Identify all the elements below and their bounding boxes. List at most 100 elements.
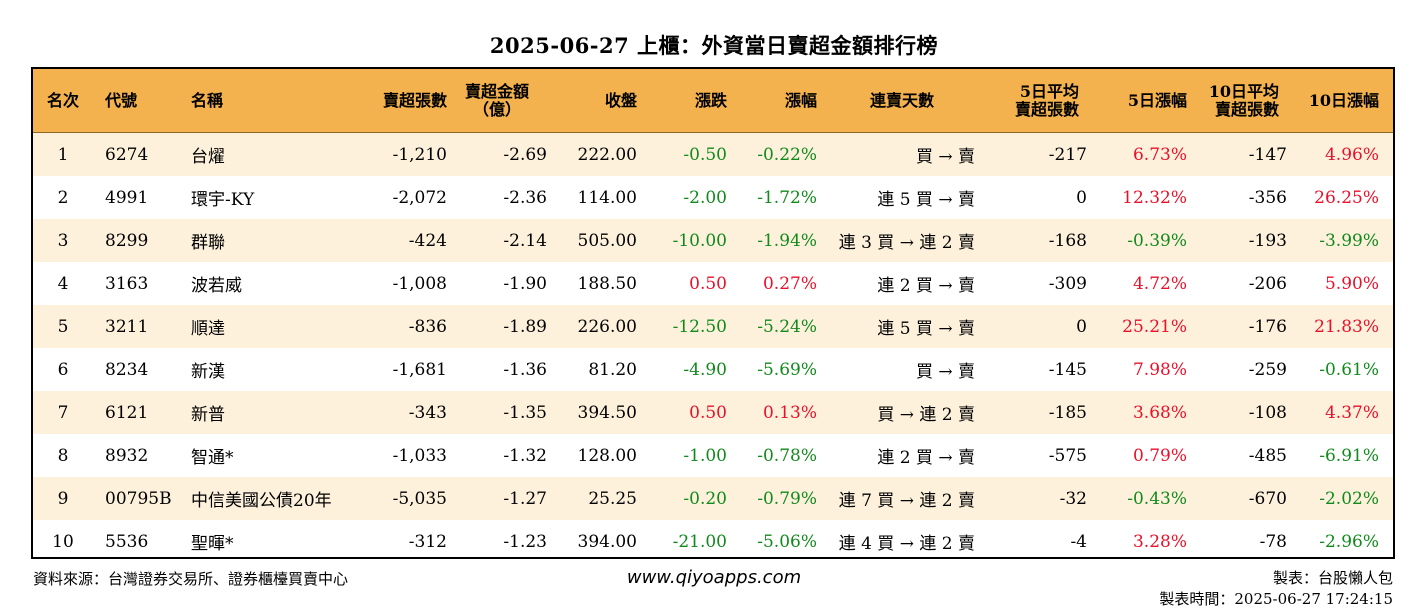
header-avg10-line1: 10日平均 bbox=[1208, 81, 1279, 101]
table-row: 8 8932 智通* -1,033 -1.32 128.00 -1.00 -0.78% 連 2 … bbox=[33, 434, 1393, 477]
table-row: 3 8299 群聯 -424 -2.14 505.00 -10.00 -1.94% 連 3 買 … bbox=[33, 219, 1393, 262]
cell-pct10: -6.91% bbox=[1319, 445, 1379, 466]
cell-name: 新普 bbox=[191, 405, 225, 425]
cell-avg10: -485 bbox=[1248, 445, 1287, 466]
header-avg10: 10日平均 賣超張數 bbox=[1187, 69, 1287, 132]
cell-pct10: 5.90% bbox=[1324, 273, 1379, 294]
header-pct5: 5日漲幅 bbox=[1127, 90, 1187, 110]
table-row: 9 00795B 中信美國公債20年 -5,035 -1.27 25.25 -0.20 -0.… bbox=[33, 477, 1393, 520]
cell-code: 6274 bbox=[105, 144, 149, 165]
table-row: 4 3163 波若威 -1,008 -1.90 188.50 0.50 0.27% 連 2 買 … bbox=[33, 262, 1393, 305]
table-header: 名次 代號 名稱 賣超張數 賣超金額 （億） 收盤 漲跌 漲幅 連賣天數 5日平… bbox=[33, 69, 1393, 133]
cell-code: 8299 bbox=[105, 230, 149, 251]
cell-net-shares: -1,681 bbox=[392, 359, 447, 380]
cell-change: -4.90 bbox=[683, 359, 727, 380]
cell-net-shares: -5,035 bbox=[392, 488, 447, 509]
cell-pct10: -2.96% bbox=[1319, 531, 1379, 552]
cell-avg10: -259 bbox=[1248, 359, 1287, 380]
cell-avg5: -4 bbox=[1070, 531, 1087, 552]
cell-pct: 0.27% bbox=[762, 273, 817, 294]
cell-pct5: 7.98% bbox=[1132, 359, 1187, 380]
cell-net-amount: -2.69 bbox=[503, 144, 547, 165]
cell-avg10: -670 bbox=[1248, 488, 1287, 509]
cell-name: 中信美國公債20年 bbox=[191, 491, 332, 511]
header-avg5-line2: 賣超張數 bbox=[1014, 99, 1079, 119]
cell-avg10: -193 bbox=[1248, 230, 1287, 251]
cell-change: -2.00 bbox=[683, 187, 727, 208]
cell-avg5: 0 bbox=[1076, 187, 1087, 208]
cell-close: 222.00 bbox=[577, 144, 637, 165]
table-row: 10 5536 聖暉* -312 -1.23 394.00 -21.00 -5.06% 連 4 … bbox=[33, 520, 1393, 557]
cell-name: 群聯 bbox=[191, 233, 225, 253]
header-avg5: 5日平均 賣超張數 bbox=[987, 69, 1087, 132]
page-title: 2025-06-27 上櫃：外資當日賣超金額排行榜 bbox=[489, 33, 939, 58]
cell-change: -21.00 bbox=[672, 531, 727, 552]
cell-net-shares: -312 bbox=[408, 531, 447, 552]
cell-code: 8932 bbox=[105, 445, 149, 466]
cell-streak: 連 2 買 → 賣 bbox=[877, 448, 975, 468]
cell-code: 8234 bbox=[105, 359, 149, 380]
header-net-amount-line2: （億） bbox=[472, 99, 521, 119]
cell-name: 智通* bbox=[191, 448, 234, 468]
cell-avg5: -32 bbox=[1059, 488, 1087, 509]
cell-pct5: -0.43% bbox=[1127, 488, 1187, 509]
cell-rank: 9 bbox=[57, 488, 69, 509]
cell-pct: -0.79% bbox=[757, 488, 817, 509]
cell-name: 新漢 bbox=[191, 362, 225, 382]
cell-rank: 3 bbox=[57, 230, 69, 251]
cell-pct10: -0.61% bbox=[1319, 359, 1379, 380]
cell-close: 25.25 bbox=[588, 488, 637, 509]
cell-streak: 買 → 連 2 賣 bbox=[877, 405, 975, 425]
cell-rank: 4 bbox=[57, 273, 69, 294]
table-row: 7 6121 新普 -343 -1.35 394.50 0.50 0.13% 買 → 連 2 賣… bbox=[33, 391, 1393, 434]
cell-streak: 連 5 買 → 賣 bbox=[877, 190, 975, 210]
cell-pct10: -3.99% bbox=[1319, 230, 1379, 251]
cell-net-amount: -2.14 bbox=[503, 230, 547, 251]
header-avg5-line1: 5日平均 bbox=[1019, 81, 1079, 101]
cell-change: -10.00 bbox=[672, 230, 727, 251]
cell-code: 3163 bbox=[105, 273, 149, 294]
cell-net-shares: -424 bbox=[408, 230, 447, 251]
cell-avg5: -575 bbox=[1048, 445, 1087, 466]
header-close: 收盤 bbox=[604, 90, 637, 110]
cell-rank: 1 bbox=[57, 144, 69, 165]
header-code: 代號 bbox=[105, 90, 138, 110]
cell-pct: -1.94% bbox=[757, 230, 817, 251]
cell-streak: 連 5 買 → 賣 bbox=[877, 319, 975, 339]
cell-code: 3211 bbox=[105, 316, 149, 337]
cell-net-amount: -2.36 bbox=[503, 187, 547, 208]
source-note: 資料來源：台灣證券交易所、證券櫃檯買賣中心 bbox=[33, 570, 349, 588]
header-change: 漲跌 bbox=[694, 90, 727, 110]
cell-net-amount: -1.36 bbox=[503, 359, 547, 380]
cell-pct10: -2.02% bbox=[1319, 488, 1379, 509]
cell-net-amount: -1.23 bbox=[503, 531, 547, 552]
timestamp-note: 製表時間：2025-06-27 17:24:15 bbox=[1159, 590, 1393, 608]
cell-net-shares: -2,072 bbox=[392, 187, 447, 208]
cell-close: 394.00 bbox=[577, 531, 637, 552]
cell-avg5: -145 bbox=[1048, 359, 1087, 380]
cell-rank: 8 bbox=[57, 445, 69, 466]
cell-pct5: 3.68% bbox=[1132, 402, 1187, 423]
cell-change: 0.50 bbox=[689, 273, 727, 294]
cell-net-amount: -1.27 bbox=[503, 488, 547, 509]
cell-pct5: 6.73% bbox=[1132, 144, 1187, 165]
cell-net-shares: -343 bbox=[408, 402, 447, 423]
cell-net-shares: -1,210 bbox=[392, 144, 447, 165]
cell-pct: -5.06% bbox=[757, 531, 817, 552]
cell-streak: 連 4 買 → 連 2 賣 bbox=[838, 534, 975, 554]
table-body: 1 6274 台燿 -1,210 -2.69 222.00 -0.50 -0.22% 買 → 賣… bbox=[33, 133, 1393, 557]
cell-pct10: 4.37% bbox=[1324, 402, 1379, 423]
cell-name: 環宇-KY bbox=[191, 190, 255, 210]
cell-pct10: 4.96% bbox=[1324, 144, 1379, 165]
cell-net-amount: -1.35 bbox=[503, 402, 547, 423]
cell-name: 台燿 bbox=[191, 147, 225, 167]
cell-avg10: -206 bbox=[1248, 273, 1287, 294]
cell-rank: 7 bbox=[57, 402, 69, 423]
cell-pct5: -0.39% bbox=[1127, 230, 1187, 251]
cell-close: 394.50 bbox=[577, 402, 637, 423]
cell-rank: 6 bbox=[57, 359, 69, 380]
website-link[interactable]: www.qiyoapps.com bbox=[626, 567, 802, 588]
cell-change: -0.20 bbox=[683, 488, 727, 509]
cell-rank: 5 bbox=[57, 316, 69, 337]
cell-net-shares: -1,008 bbox=[392, 273, 447, 294]
